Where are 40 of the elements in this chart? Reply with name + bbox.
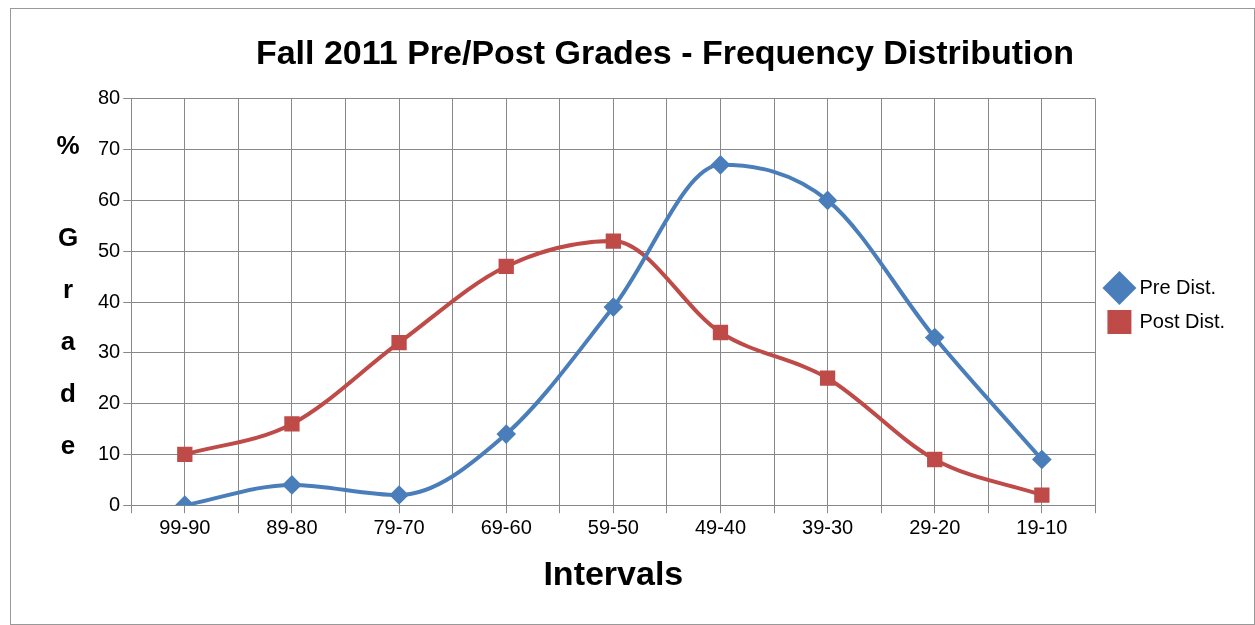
x-tick-label: 89-80 bbox=[266, 515, 318, 538]
y-tick-label: 80 bbox=[98, 86, 121, 109]
y-tick-label: 60 bbox=[98, 187, 121, 210]
point bbox=[177, 446, 193, 463]
point bbox=[711, 155, 730, 174]
point bbox=[818, 191, 837, 210]
point bbox=[284, 416, 300, 432]
y-tick-label: 0 bbox=[109, 492, 121, 515]
point bbox=[604, 298, 623, 317]
text: % Grade bbox=[56, 129, 80, 460]
x-tick-label: 19-10 bbox=[1016, 515, 1068, 538]
point bbox=[391, 334, 407, 351]
x-tick-label: 49-40 bbox=[694, 515, 747, 538]
point bbox=[1034, 487, 1050, 503]
point bbox=[282, 475, 301, 494]
point bbox=[605, 233, 621, 249]
point bbox=[497, 425, 516, 444]
x-tick-label: 29-20 bbox=[909, 515, 961, 538]
x-tick-label: 59-50 bbox=[587, 515, 639, 538]
x-tick-label: 39-30 bbox=[802, 515, 854, 538]
chart-title: Fall 2011 Pre/Post Grades - Frequency Distribution bbox=[255, 32, 1075, 71]
legend-label: Post Dist. bbox=[1139, 309, 1225, 332]
y-tick-label: 20 bbox=[98, 391, 121, 414]
y-tick-label: 30 bbox=[98, 340, 121, 363]
point bbox=[925, 328, 944, 347]
y-tick-label: 10 bbox=[98, 441, 121, 464]
y-tick-label: 70 bbox=[98, 137, 121, 160]
point bbox=[390, 486, 409, 505]
x-tick-label: 99-90 bbox=[159, 515, 211, 538]
point bbox=[712, 324, 729, 341]
point bbox=[498, 258, 514, 275]
y-tick-label: 40 bbox=[98, 289, 121, 312]
point bbox=[1032, 450, 1051, 469]
y-tick-label: 50 bbox=[98, 238, 121, 261]
x-axis-title: Intervals bbox=[543, 553, 684, 592]
point bbox=[819, 370, 836, 386]
x-tick-label: 79-70 bbox=[373, 515, 425, 538]
x-tick-label: 69-60 bbox=[480, 515, 532, 538]
point bbox=[927, 451, 943, 468]
legend-label: Pre Dist. bbox=[1139, 275, 1217, 298]
